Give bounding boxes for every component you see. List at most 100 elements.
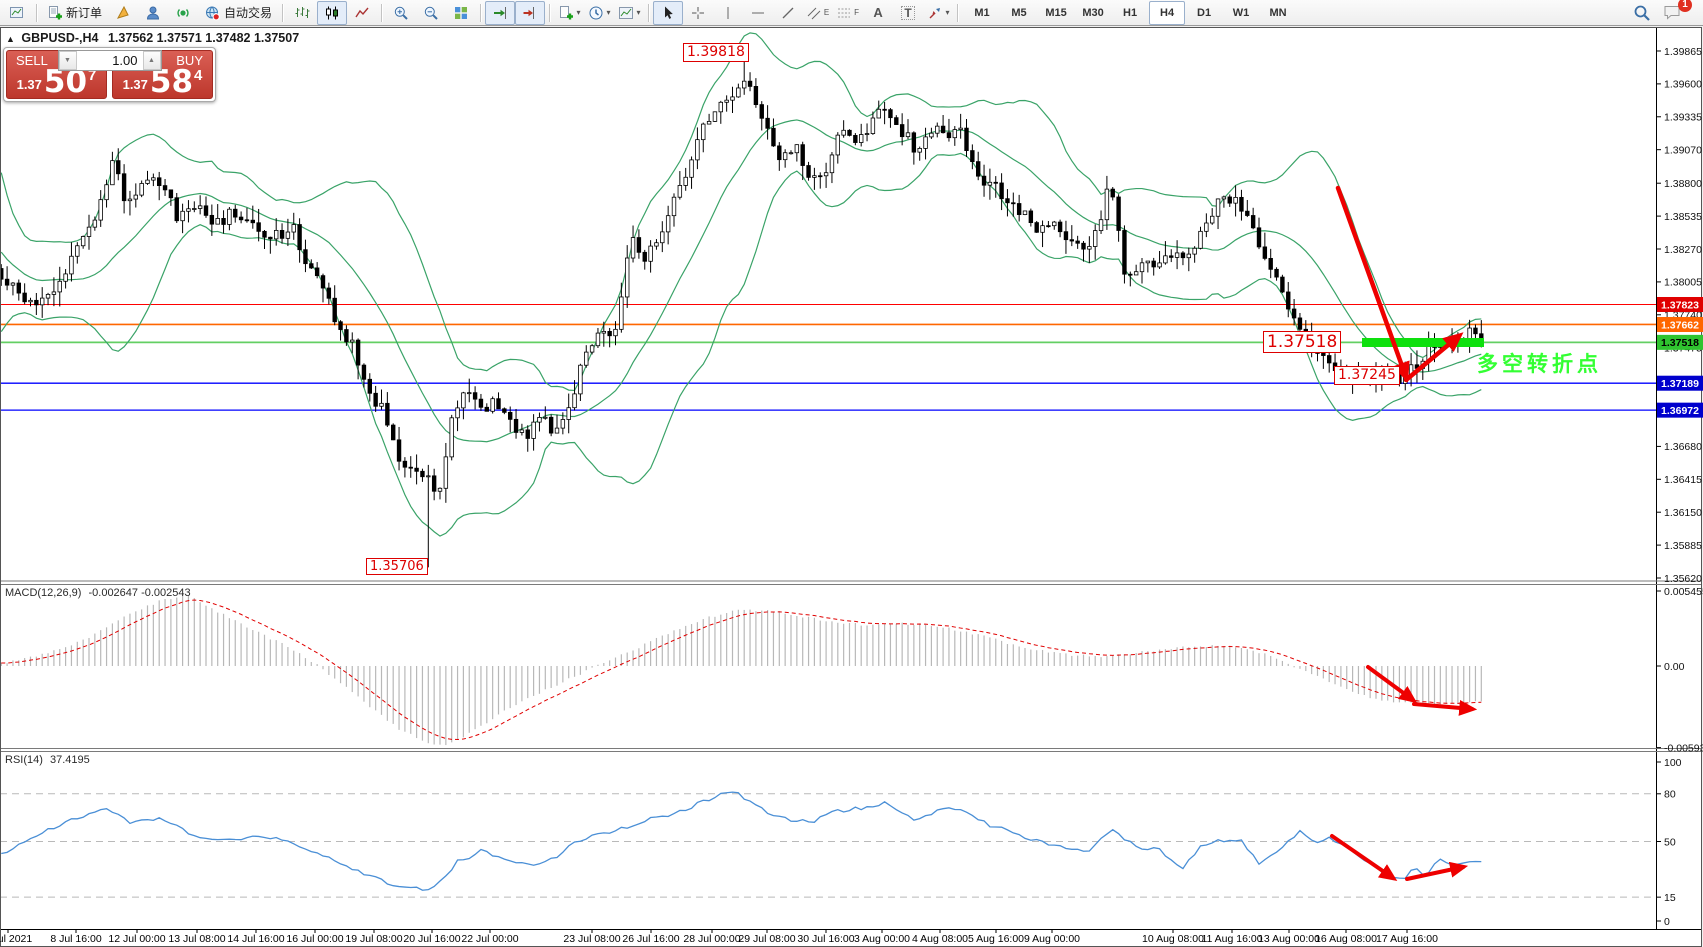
timeframe-m30-button[interactable]: M30	[1082, 6, 1104, 19]
cursor-tool-button[interactable]	[653, 0, 684, 25]
time-axis-label: 5 Aug 16:00	[968, 933, 1024, 945]
timeframe-h4-button[interactable]: H4	[1149, 0, 1186, 25]
auto-scroll-button[interactable]	[485, 0, 516, 25]
timeframe-h1-button[interactable]: H1	[1123, 6, 1138, 19]
vertical-line-tool-button[interactable]	[713, 1, 743, 25]
chart-plot-area[interactable]	[0, 28, 1656, 929]
template-button[interactable]	[614, 1, 644, 25]
price-axis-tick: 1.39070	[1664, 144, 1702, 156]
divider	[36, 3, 37, 22]
crosshair-tool-button[interactable]	[683, 1, 713, 25]
chevron-down-icon	[637, 8, 641, 17]
search-button[interactable]	[1627, 1, 1657, 25]
candlestick-chart-button[interactable]	[317, 0, 348, 25]
rsi-line	[1, 791, 1482, 891]
timeframe-d1-button[interactable]: D1	[1197, 6, 1212, 19]
timeframe-mn-button[interactable]: MN	[1269, 6, 1287, 19]
new-order-icon	[47, 5, 63, 21]
trendline-tool-button[interactable]	[773, 1, 803, 25]
price-level-badge	[1657, 296, 1703, 312]
time-axis-label: 16 Jul 00:00	[286, 933, 343, 945]
time-axis[interactable]	[0, 930, 1656, 947]
sell-price: 1.37 50 7	[7, 64, 106, 101]
collapse-arrow-icon[interactable]: ▲	[6, 34, 15, 44]
new-chart-button[interactable]	[554, 1, 584, 25]
time-axis-label: 22 Jul 00:00	[461, 933, 518, 945]
text-tool-button[interactable]: A	[863, 1, 893, 25]
time-axis-label: 28 Jul 00:00	[683, 933, 740, 945]
divider	[480, 3, 482, 22]
tile-windows-button[interactable]	[446, 1, 476, 25]
price-axis[interactable]	[1657, 28, 1703, 929]
buy-price: 1.37 58 4	[113, 67, 212, 98]
volume-input[interactable]: 1.00	[112, 53, 138, 68]
market-watch-button[interactable]	[108, 1, 138, 25]
volume-increase-button[interactable]: ▲	[142, 51, 161, 70]
price-axis-tick: 1.39600	[1664, 79, 1702, 91]
time-axis-label: 9 Aug 00:00	[1024, 933, 1080, 945]
svg-text:1.37518: 1.37518	[1661, 337, 1699, 349]
macd-signal-line	[1, 599, 1482, 740]
volume-spinner: ▼ 1.00 ▲	[57, 50, 162, 71]
arrows-tool-icon	[927, 5, 943, 21]
timeframe-m1-button[interactable]: M1	[974, 6, 990, 19]
rsi-axis-tick: 100	[1664, 757, 1682, 769]
time-axis-label: 13 Aug 00:00	[1258, 933, 1320, 945]
fibonacci-tool-button[interactable]: F	[833, 1, 863, 25]
price-axis-tick: 1.36680	[1664, 441, 1702, 453]
chart-window-button[interactable]	[2, 1, 32, 25]
zoom-in-button[interactable]	[386, 1, 416, 25]
price-level-badge	[1657, 316, 1703, 332]
text-label-tool-button[interactable]: T	[893, 1, 923, 25]
divider	[648, 3, 650, 22]
svg-text:1.37662: 1.37662	[1661, 319, 1699, 331]
time-axis-label: 12 Jul 00:00	[108, 933, 165, 945]
autotrading-button[interactable]: 自动交易	[198, 1, 278, 25]
highlight-bar[interactable]	[1362, 338, 1484, 347]
time-axis-label: 26 Jul 16:00	[622, 933, 679, 945]
chart-shift-button[interactable]	[515, 0, 546, 25]
sell-price-big: 50	[43, 64, 88, 101]
new-order-label: 新订单	[66, 6, 103, 20]
navigator-button[interactable]	[138, 1, 168, 25]
trend-arrow[interactable]	[1330, 834, 1398, 881]
time-axis-label: 14 Jul 16:00	[227, 933, 284, 945]
navigator-icon	[145, 5, 161, 21]
trend-arrow[interactable]	[1412, 699, 1478, 716]
trend-arrow[interactable]	[1405, 861, 1469, 881]
time-axis-label: 3 Aug 00:00	[854, 933, 910, 945]
trend-arrow[interactable]	[1335, 185, 1410, 383]
time-axis-label: 20 Jul 16:00	[403, 933, 460, 945]
chat-button[interactable]: 1	[1657, 0, 1692, 25]
zoom-out-button[interactable]	[416, 1, 446, 25]
period-button[interactable]	[584, 1, 614, 25]
macd-axis-tick: -0.005938	[1664, 742, 1703, 754]
new-chart-icon	[558, 5, 574, 21]
timeframe-m5-button[interactable]: M5	[1011, 6, 1027, 19]
chevron-down-icon	[577, 8, 581, 17]
price-axis-tick: 1.35620	[1664, 573, 1702, 585]
price-level-badge	[1657, 375, 1703, 391]
trend-arrow[interactable]	[1403, 332, 1464, 383]
zoom-in-icon	[393, 5, 409, 21]
time-axis-label: 16 Aug 08:00	[1315, 933, 1377, 945]
autotrading-icon	[204, 5, 221, 21]
bar-chart-icon	[294, 5, 310, 21]
signals-button[interactable]	[168, 1, 198, 25]
time-axis-label: 30 Jul 16:00	[797, 933, 854, 945]
channel-tool-button[interactable]: E	[803, 1, 833, 25]
timeframe-m15-button[interactable]: M15	[1045, 6, 1067, 19]
price-axis-tick: 1.38535	[1664, 211, 1702, 223]
horizontal-line-tool-button[interactable]	[743, 1, 773, 25]
volume-decrease-button[interactable]: ▼	[58, 51, 77, 70]
timeframe-w1-button[interactable]: W1	[1232, 6, 1250, 19]
arrows-tool-button[interactable]	[923, 1, 953, 25]
line-chart-icon	[354, 5, 370, 21]
bar-chart-button[interactable]	[287, 1, 317, 25]
price-axis-tick: 1.36150	[1664, 507, 1702, 519]
time-axis-label: 8 Jul 16:00	[50, 933, 102, 945]
line-chart-button[interactable]	[347, 1, 377, 25]
new-order-button[interactable]: 新订单	[41, 1, 108, 25]
trend-arrow[interactable]	[1366, 665, 1418, 704]
